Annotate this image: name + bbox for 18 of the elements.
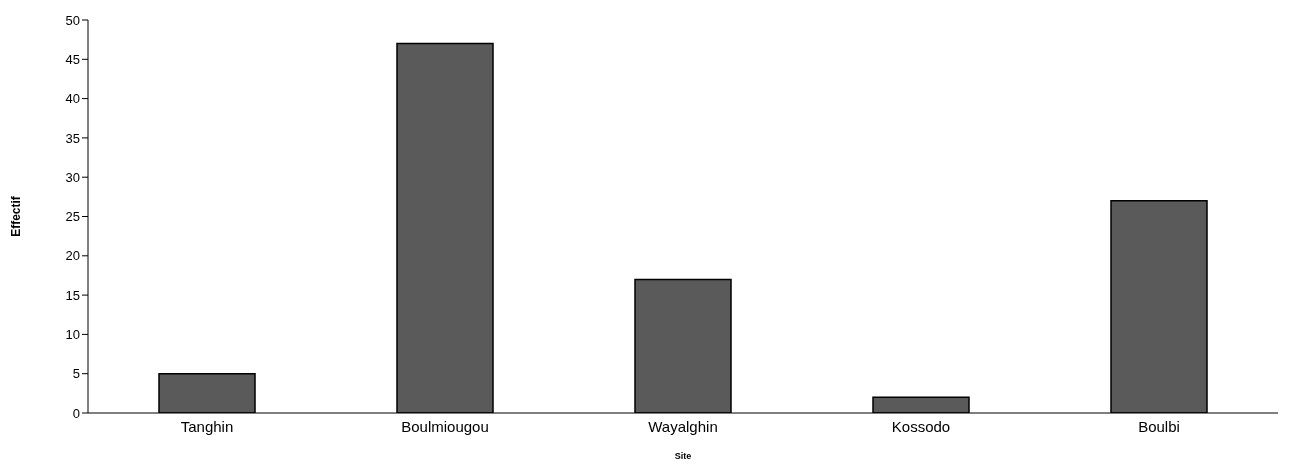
y-tick-label: 0 <box>72 405 80 421</box>
y-tick-label: 45 <box>65 51 80 67</box>
y-axis-title: Effectif <box>9 195 24 237</box>
x-tick-label: Wayalghin <box>648 417 718 435</box>
x-axis-title: Site <box>674 451 692 461</box>
y-tick-label: 5 <box>72 366 80 382</box>
y-tick-label: 30 <box>65 169 80 185</box>
x-tick-label: Kossodo <box>891 417 951 435</box>
y-tick-label: 10 <box>65 327 80 343</box>
y-tick-label: 40 <box>65 91 80 107</box>
x-tick-label: Boulbi <box>1138 417 1180 435</box>
y-tick-label: 25 <box>65 209 80 225</box>
y-tick-label: 20 <box>65 248 80 264</box>
y-tick-label: 50 <box>65 12 80 28</box>
x-tick-label: Tanghin <box>180 417 234 435</box>
y-tick-label: 35 <box>65 130 80 146</box>
y-tick-label: 15 <box>65 287 80 303</box>
x-tick-label: Boulmiougou <box>401 417 489 435</box>
